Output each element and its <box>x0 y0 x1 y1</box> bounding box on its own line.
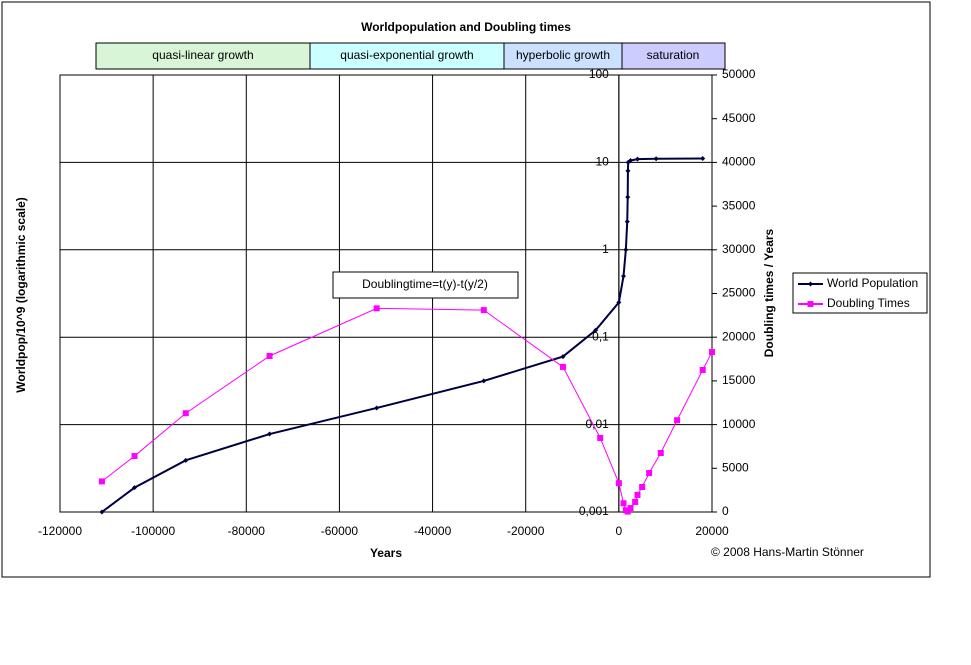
data-point <box>373 305 380 312</box>
y2-tick-label: 30000 <box>722 242 756 256</box>
x-tick-label: -100000 <box>131 524 175 538</box>
data-point <box>625 194 631 200</box>
y2-tick-label: 45000 <box>722 111 756 125</box>
data-point <box>628 158 633 164</box>
y2-tick-label: 35000 <box>722 198 756 212</box>
data-point <box>559 363 566 370</box>
data-point <box>266 352 273 359</box>
data-point <box>620 500 627 507</box>
data-point <box>616 299 622 305</box>
annotation: Doublingtime=t(y)-t(y/2) <box>362 277 488 291</box>
x-tick-label: -120000 <box>38 524 82 538</box>
data-point <box>625 168 631 174</box>
phase-label: quasi-linear growth <box>152 48 253 62</box>
x-tick-label: -80000 <box>228 524 266 538</box>
legend-marker <box>808 281 813 287</box>
y2-tick-label: 15000 <box>722 373 756 387</box>
phase-label: quasi-exponential growth <box>340 48 473 62</box>
data-point <box>709 349 715 356</box>
legend-label: Doubling Times <box>827 296 910 310</box>
data-point <box>560 354 566 360</box>
x-tick-label: 20000 <box>695 524 729 538</box>
y-tick-label: 100 <box>589 67 609 81</box>
y-tick-label: 10 <box>595 155 609 169</box>
phase-box <box>95 42 311 70</box>
y2-axis-title: Doubling times / Years <box>762 228 776 357</box>
data-point <box>132 485 138 491</box>
y2-tick-label: 25000 <box>722 286 756 300</box>
data-point <box>480 307 487 314</box>
x-tick-label: -40000 <box>414 524 452 538</box>
y2-tick-label: 0 <box>722 504 729 518</box>
annotation-box <box>332 271 519 299</box>
data-point <box>183 457 189 463</box>
y2-tick-label: 50000 <box>722 67 756 81</box>
data-point <box>657 450 664 457</box>
data-point <box>99 509 105 515</box>
x-axis-title: Years <box>370 546 402 560</box>
phase-label: hyperbolic growth <box>516 48 610 62</box>
y-tick-label: 0,001 <box>579 504 609 518</box>
legend-box <box>792 272 928 314</box>
data-point <box>615 480 622 487</box>
phase-label: saturation <box>647 48 700 62</box>
x-tick-label: 0 <box>616 524 623 538</box>
data-point <box>593 327 599 333</box>
copyright: © 2008 Hans-Martin Stönner <box>711 545 864 559</box>
y2-tick-label: 40000 <box>722 155 756 169</box>
y2-tick-label: 20000 <box>722 329 756 343</box>
data-point <box>627 505 634 512</box>
data-point <box>632 498 639 505</box>
data-point <box>182 410 189 417</box>
data-point <box>131 453 138 460</box>
data-point <box>374 405 380 411</box>
y-tick-label: 0,1 <box>592 329 609 343</box>
data-point <box>597 434 604 441</box>
data-point <box>267 431 273 437</box>
y-axis-title: Worldpop/10^9 (logarithmic scale) <box>14 197 28 393</box>
chart-title: Worldpopulation and Doubling times <box>361 20 571 34</box>
data-point <box>634 156 640 162</box>
data-point <box>481 378 487 384</box>
x-tick-label: -60000 <box>321 524 359 538</box>
data-point <box>634 491 641 498</box>
data-point <box>623 247 629 253</box>
y-tick-label: 1 <box>602 242 609 256</box>
phase-box <box>309 42 505 70</box>
legend-marker <box>807 301 814 307</box>
x-tick-label: -20000 <box>507 524 545 538</box>
y-tick-label: 0,01 <box>585 417 609 431</box>
data-point <box>646 470 653 477</box>
data-point <box>624 508 631 515</box>
data-point <box>621 273 627 279</box>
phase-box <box>621 42 726 70</box>
data-point <box>98 478 105 485</box>
data-point <box>674 417 681 424</box>
y2-tick-label: 5000 <box>722 460 749 474</box>
data-point <box>624 219 630 225</box>
legend-label: World Population <box>827 276 918 290</box>
data-point <box>700 155 706 161</box>
data-point <box>653 156 659 162</box>
y2-tick-label: 10000 <box>722 417 756 431</box>
data-point <box>699 366 706 373</box>
data-point <box>639 484 646 491</box>
